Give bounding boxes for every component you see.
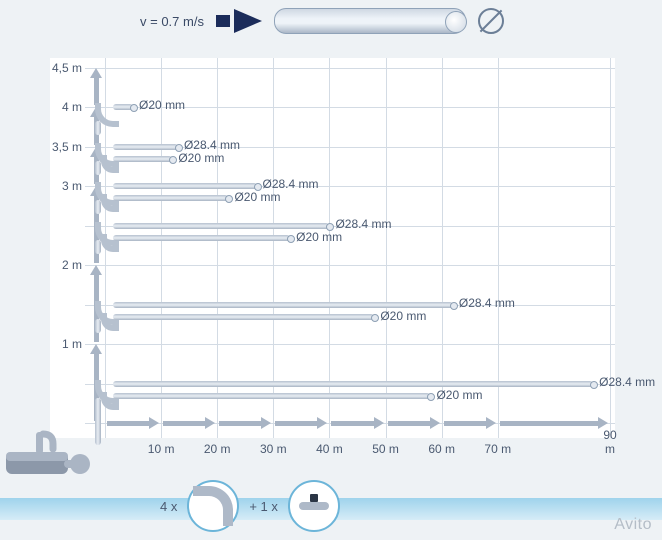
discharge-chart: 1 m2 m3 m3,5 m4 m4,5 m10 m20 m30 m40 m50… (50, 58, 615, 438)
velocity-label: v = 0.7 m/s (140, 14, 204, 29)
pipe-label: Ø20 mm (234, 190, 280, 204)
elbow-count-label: 4 x (160, 499, 177, 514)
flow-header: v = 0.7 m/s (140, 8, 504, 34)
y-tick-label: 3 m (50, 179, 82, 193)
pipe-label: Ø28.4 mm (184, 138, 240, 152)
plus-label: + 1 x (249, 499, 278, 514)
watermark: Avito (614, 516, 652, 534)
x-tick-label: 90 m (603, 428, 616, 456)
x-tick-label: 50 m (372, 442, 399, 456)
y-tick-label: 1 m (50, 337, 82, 351)
x-tick-label: 60 m (428, 442, 455, 456)
pipe-label: Ø20 mm (139, 98, 185, 112)
footer: 4 x + 1 x (160, 480, 340, 532)
elbow-icon (187, 480, 239, 532)
y-tick-label: 3,5 m (50, 140, 82, 154)
pipe-label: Ø20 mm (380, 309, 426, 323)
y-tick-label: 2 m (50, 258, 82, 272)
pipe-label: Ø28.4 mm (335, 217, 391, 231)
x-tick-label: 40 m (316, 442, 343, 456)
valve-icon (288, 480, 340, 532)
pipe-illustration (274, 8, 466, 34)
y-tick-label: 4 m (50, 100, 82, 114)
x-tick-label: 20 m (204, 442, 231, 456)
pipe-label: Ø28.4 mm (599, 375, 655, 389)
y-tick-label: 4,5 m (50, 61, 82, 75)
pump-icon (0, 430, 110, 480)
pipe-label: Ø20 mm (296, 230, 342, 244)
x-tick-label: 70 m (484, 442, 511, 456)
diameter-icon (478, 8, 504, 34)
pipe-label: Ø28.4 mm (263, 177, 319, 191)
pipe-label: Ø20 mm (436, 388, 482, 402)
x-tick-label: 30 m (260, 442, 287, 456)
pipe-label: Ø20 mm (178, 151, 224, 165)
flow-arrow-icon (216, 9, 262, 33)
pipe-label: Ø28.4 mm (459, 296, 515, 310)
page: v = 0.7 m/s 1 m 2 m 3 m 3,5 m 4 m 4,5 m 10 m 20… (0, 0, 662, 540)
x-tick-label: 10 m (148, 442, 175, 456)
